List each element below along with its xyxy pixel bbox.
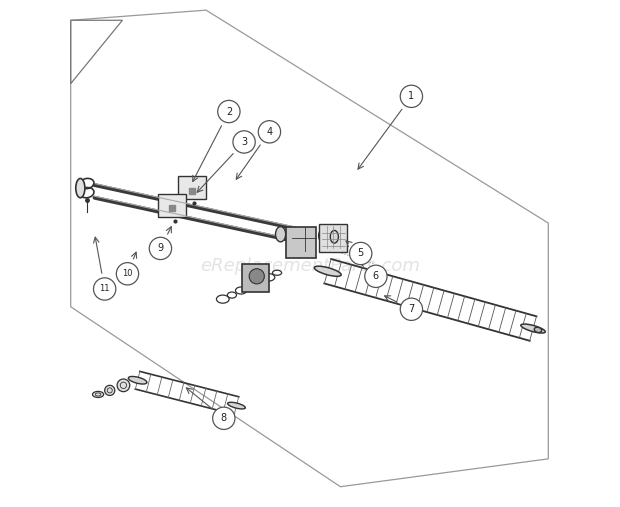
Ellipse shape bbox=[76, 178, 85, 198]
Text: 2: 2 bbox=[226, 106, 232, 117]
Circle shape bbox=[117, 263, 139, 285]
Ellipse shape bbox=[319, 228, 330, 243]
Circle shape bbox=[94, 278, 116, 300]
Ellipse shape bbox=[128, 377, 147, 384]
Ellipse shape bbox=[275, 227, 286, 242]
Circle shape bbox=[233, 131, 255, 153]
Circle shape bbox=[249, 269, 264, 284]
Text: 8: 8 bbox=[221, 413, 227, 423]
FancyBboxPatch shape bbox=[178, 176, 206, 199]
Ellipse shape bbox=[534, 327, 542, 333]
Text: 6: 6 bbox=[373, 271, 379, 281]
Ellipse shape bbox=[228, 402, 246, 409]
Circle shape bbox=[213, 407, 235, 429]
Circle shape bbox=[218, 100, 240, 123]
Ellipse shape bbox=[521, 324, 546, 333]
Text: 7: 7 bbox=[409, 304, 415, 314]
Text: 5: 5 bbox=[358, 248, 364, 259]
Text: 1: 1 bbox=[409, 91, 414, 101]
Circle shape bbox=[365, 265, 387, 287]
Text: 4: 4 bbox=[267, 127, 273, 137]
Text: eReplacementParts.com: eReplacementParts.com bbox=[200, 257, 420, 275]
Ellipse shape bbox=[314, 266, 341, 276]
Circle shape bbox=[401, 85, 423, 107]
Circle shape bbox=[350, 242, 372, 265]
Circle shape bbox=[259, 121, 281, 143]
Circle shape bbox=[401, 298, 423, 320]
FancyBboxPatch shape bbox=[242, 264, 270, 292]
FancyBboxPatch shape bbox=[158, 194, 186, 217]
Text: 3: 3 bbox=[241, 137, 247, 147]
Ellipse shape bbox=[105, 385, 115, 395]
Text: 10: 10 bbox=[122, 269, 133, 278]
FancyBboxPatch shape bbox=[286, 227, 316, 258]
Ellipse shape bbox=[92, 391, 104, 397]
Text: 11: 11 bbox=[99, 284, 110, 294]
Circle shape bbox=[149, 237, 172, 260]
Ellipse shape bbox=[117, 379, 130, 392]
Ellipse shape bbox=[330, 230, 339, 243]
Text: 9: 9 bbox=[157, 243, 164, 254]
FancyBboxPatch shape bbox=[319, 224, 347, 252]
